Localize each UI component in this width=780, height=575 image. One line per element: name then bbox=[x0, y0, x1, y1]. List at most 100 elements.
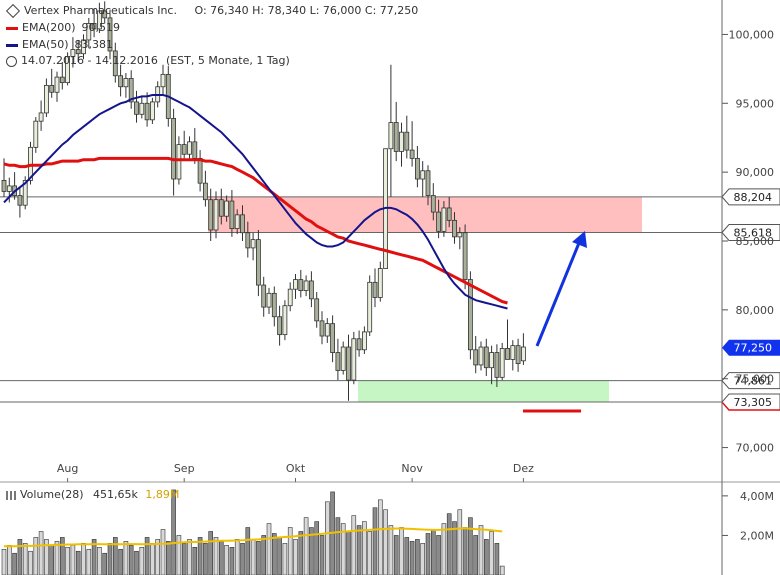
candle-body bbox=[149, 101, 155, 121]
candle-body bbox=[446, 207, 452, 221]
candle-body bbox=[478, 346, 484, 366]
volume-bar bbox=[144, 537, 150, 575]
candle-body bbox=[425, 170, 431, 196]
price-axis: 70,000 75,000 80,000 85,000 90,000 95,000 100,… bbox=[721, 0, 775, 575]
candle-body bbox=[441, 207, 447, 232]
legend-ema200[interactable]: EMA(200) 90,519 bbox=[6, 21, 120, 34]
ema50-line bbox=[3, 94, 508, 310]
volume-bar bbox=[271, 533, 277, 575]
volume-bar bbox=[393, 535, 399, 575]
candle-body bbox=[70, 49, 76, 57]
time-axis: Aug Sep Okt Nov Dez bbox=[57, 462, 534, 482]
volume-bar bbox=[245, 527, 251, 575]
candle-body bbox=[208, 199, 214, 231]
volume-panel: 2,00M 4,00M bbox=[1, 489, 774, 575]
volume-bar bbox=[446, 513, 452, 575]
volume-bar bbox=[219, 541, 224, 575]
candle-body bbox=[102, 10, 108, 19]
candle-body bbox=[361, 331, 367, 351]
volume-average-line bbox=[3, 527, 503, 548]
resistance-zone bbox=[208, 196, 642, 233]
candle-body bbox=[202, 182, 208, 201]
candle-body bbox=[192, 141, 198, 159]
volume-bar bbox=[303, 517, 309, 575]
candle-body bbox=[250, 239, 256, 249]
volume-bar bbox=[468, 517, 473, 575]
volume-bar bbox=[335, 517, 341, 575]
candle-body bbox=[261, 284, 267, 308]
candle-body bbox=[128, 78, 134, 103]
volume-bar bbox=[139, 547, 145, 575]
price-level-label: 73,305 bbox=[734, 396, 773, 409]
volume-bar bbox=[457, 509, 463, 575]
candle-body bbox=[483, 346, 489, 369]
volume-bar bbox=[134, 550, 139, 575]
symbol-title: Vertex Pharmaceuticals Inc. bbox=[24, 4, 177, 17]
candle-body bbox=[75, 49, 81, 55]
candle-body bbox=[229, 200, 235, 230]
candle-body bbox=[86, 23, 92, 41]
volume-bar bbox=[81, 543, 86, 575]
ema50-value: 83,381 bbox=[74, 38, 114, 51]
legend-ema50[interactable]: EMA(50) 83,381 bbox=[6, 38, 113, 51]
volume-bar bbox=[192, 547, 198, 575]
volume-bar bbox=[128, 545, 134, 575]
candle-body bbox=[457, 232, 463, 238]
volume-bar bbox=[383, 509, 388, 575]
candle-body bbox=[430, 195, 436, 213]
ema200-value: 90,519 bbox=[81, 21, 121, 34]
volume-label: Volume(28) bbox=[20, 488, 84, 501]
candle-body bbox=[107, 17, 113, 52]
ema50-label: EMA(50) bbox=[22, 38, 69, 51]
volume-bar bbox=[70, 545, 76, 575]
volume-bar bbox=[367, 531, 373, 575]
volume-bar bbox=[33, 537, 39, 575]
volume-bar bbox=[28, 550, 33, 575]
candle-body bbox=[324, 323, 330, 337]
volume-bar bbox=[1, 548, 7, 575]
chart-header: Vertex Pharmaceuticals Inc. O: 76,340 H:… bbox=[5, 3, 418, 19]
annotations: 77,250 bbox=[523, 231, 780, 413]
candle-body bbox=[91, 23, 97, 30]
volume-average: 1,89M bbox=[145, 488, 180, 501]
candle-body bbox=[44, 84, 49, 114]
price-tick-label: 85,000 bbox=[736, 235, 775, 248]
candle-body bbox=[351, 338, 357, 381]
volume-value: 451,65k bbox=[93, 488, 138, 501]
volume-bar bbox=[49, 545, 55, 575]
volume-bar bbox=[17, 539, 23, 575]
candle-body bbox=[404, 131, 410, 151]
ema200-line bbox=[3, 156, 508, 305]
volume-bar bbox=[478, 525, 484, 575]
price-tick-label: 100,000 bbox=[729, 28, 775, 41]
candle-body bbox=[293, 279, 298, 290]
last-price-tag bbox=[722, 339, 780, 356]
candle-body bbox=[224, 200, 230, 217]
candle-body bbox=[399, 131, 404, 152]
candle-body bbox=[499, 348, 505, 378]
candle-body bbox=[144, 102, 150, 121]
candle-body bbox=[388, 122, 394, 150]
volume-bar bbox=[213, 537, 219, 575]
volume-bar bbox=[430, 529, 436, 575]
volume-bar bbox=[160, 529, 166, 575]
candle-body bbox=[282, 305, 288, 336]
volume-bar bbox=[97, 547, 102, 575]
volume-bar bbox=[351, 515, 357, 575]
candle-body bbox=[134, 101, 139, 115]
time-tick-label: Okt bbox=[286, 462, 306, 475]
volume-bar bbox=[240, 543, 245, 575]
date-range-text: 14.07.2016 - 14.12.2016 bbox=[21, 54, 158, 67]
candle-body bbox=[59, 76, 65, 84]
price-level-label: 85,618 bbox=[734, 226, 773, 239]
last-price-label: 77,250 bbox=[734, 342, 773, 355]
candle-body bbox=[409, 149, 415, 159]
candle-body bbox=[436, 211, 442, 232]
volume-bar bbox=[399, 527, 404, 575]
candle-body bbox=[255, 239, 261, 286]
volume-bar bbox=[75, 550, 81, 575]
price-tick-label: 90,000 bbox=[736, 166, 775, 179]
volume-bar bbox=[150, 543, 155, 575]
price-tick-label: 80,000 bbox=[736, 304, 775, 317]
